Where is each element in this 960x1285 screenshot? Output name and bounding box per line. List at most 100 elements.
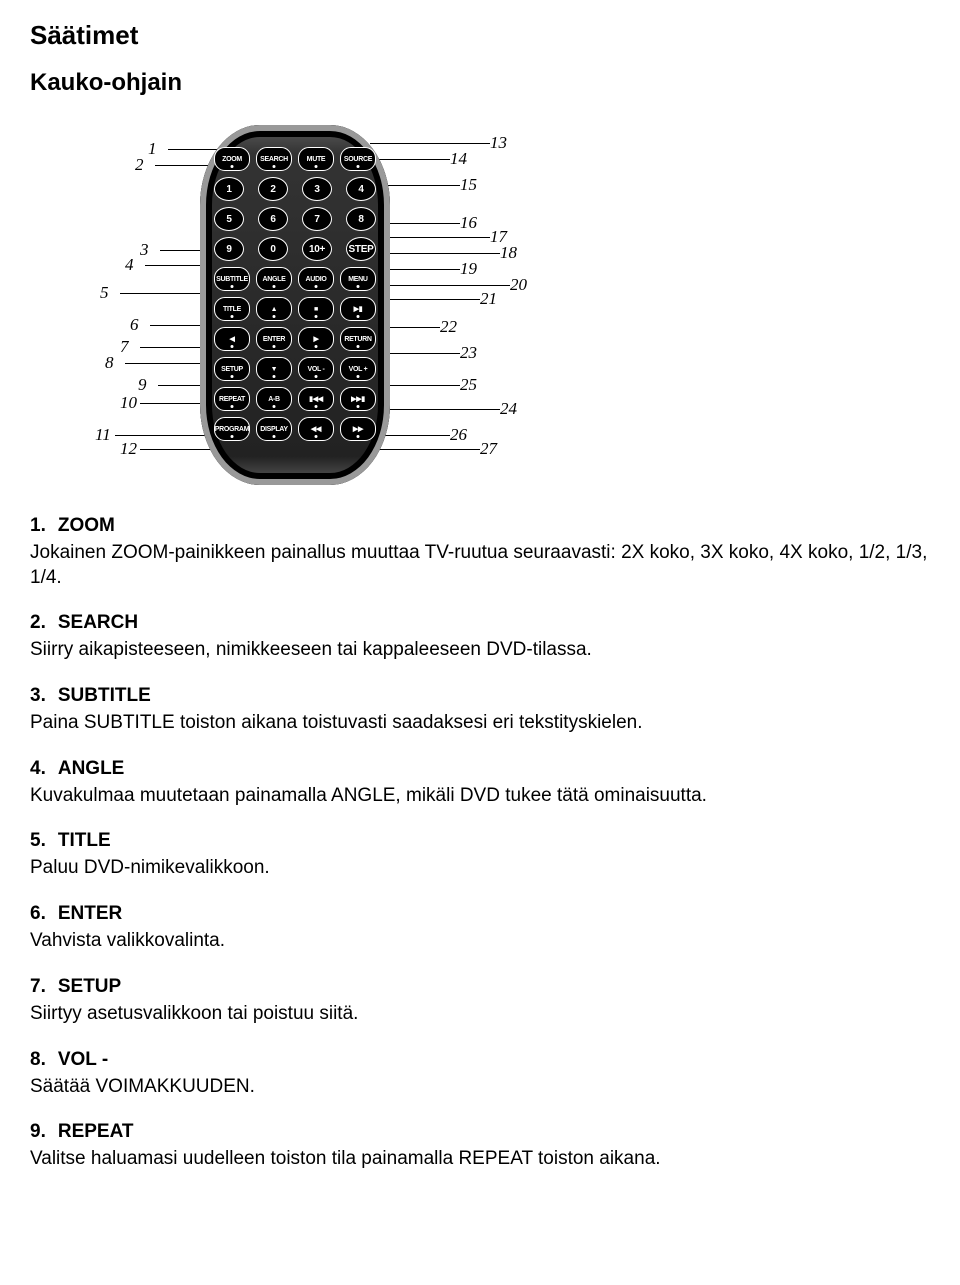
entry-3: 3.SUBTITLEPaina SUBTITLE toiston aikana … xyxy=(30,685,930,736)
entry-description: Siirtyy asetusvalikkoon tai poistuu siit… xyxy=(30,1002,930,1027)
entry-2: 2. SEARCH Siirry aikapisteeseen, nimikkees… xyxy=(30,612,930,663)
remote-btn-7-0: SETUP xyxy=(214,357,250,381)
remote-body: ZOOMSEARCHMUTESOURCE123456789010+STEPSUB… xyxy=(200,125,390,485)
entry-description: Vahvista valikkovalinta. xyxy=(30,929,930,954)
remote-btn-5-3: ▶▮ xyxy=(340,297,376,321)
remote-btn-9-2: ◀◀ xyxy=(298,417,334,441)
entry-number: 5. xyxy=(30,830,46,851)
remote-btn-3-1: 0 xyxy=(258,237,288,261)
callout-right-20: 20 xyxy=(510,275,527,295)
callout-right-15: 15 xyxy=(460,175,477,195)
entry-number: 4. xyxy=(30,758,46,779)
entry-name: ZOOM xyxy=(58,515,115,536)
entry-number: 2. xyxy=(30,612,46,633)
entry-9: 9. REPEAT Valitse haluamasi uudelleen tois… xyxy=(30,1121,930,1172)
entry-name: SEARCH xyxy=(58,612,138,633)
remote-btn-2-2: 7 xyxy=(302,207,332,231)
callout-left-8: 8 xyxy=(105,353,114,373)
entry-name: REPEAT xyxy=(58,1121,134,1142)
callout-left-1: 1 xyxy=(148,139,157,159)
entry-number: 7. xyxy=(30,976,46,997)
callout-right-21: 21 xyxy=(480,289,497,309)
remote-btn-9-1: DISPLAY xyxy=(256,417,292,441)
remote-btn-3-3: STEP xyxy=(346,237,376,261)
callout-right-13: 13 xyxy=(490,133,507,153)
callout-right-14: 14 xyxy=(450,149,467,169)
entry-6: 6. ENTER Vahvista valikkovalinta. xyxy=(30,903,930,954)
remote-btn-0-2: MUTE xyxy=(298,147,334,171)
entry-name: SETUP xyxy=(58,976,121,997)
remote-btn-0-1: SEARCH xyxy=(256,147,292,171)
entry-number: 6. xyxy=(30,903,46,924)
remote-btn-4-3: MENU xyxy=(340,267,376,291)
remote-btn-1-3: 4 xyxy=(346,177,376,201)
callout-left-10: 10 xyxy=(120,393,137,413)
entry-7: 7. SETUP Siirtyy asetusvalikkoon tai poist… xyxy=(30,976,930,1027)
entry-4: 4. ANGLE Kuvakulmaa muutetaan painamalla A… xyxy=(30,758,930,809)
remote-btn-1-1: 2 xyxy=(258,177,288,201)
remote-btn-6-0: ◀ xyxy=(214,327,250,351)
callout-left-11: 11 xyxy=(95,425,111,445)
entry-number: 9. xyxy=(30,1121,46,1142)
callout-right-19: 19 xyxy=(460,259,477,279)
callout-left-12: 12 xyxy=(120,439,137,459)
entry-description: Kuvakulmaa muutetaan painamalla ANGLE, m… xyxy=(30,784,930,809)
entry-description: Jokainen ZOOM-painikkeen painallus muutt… xyxy=(30,541,930,590)
remote-btn-6-3: RETURN xyxy=(340,327,376,351)
remote-btn-6-2: ▶ xyxy=(298,327,334,351)
remote-btn-4-0: SUBTITLE xyxy=(214,267,250,291)
remote-btn-2-3: 8 xyxy=(346,207,376,231)
remote-btn-3-2: 10+ xyxy=(302,237,332,261)
entry-description: Valitse haluamasi uudelleen toiston tila… xyxy=(30,1147,930,1172)
callout-left-7: 7 xyxy=(120,337,129,357)
callout-right-25: 25 xyxy=(460,375,477,395)
entry-description: Paluu DVD-nimikevalikkoon. xyxy=(30,856,930,881)
callout-left-2: 2 xyxy=(135,155,144,175)
remote-btn-2-1: 6 xyxy=(258,207,288,231)
entry-8: 8. VOL - Säätää VOIMAKKUUDEN. xyxy=(30,1049,930,1100)
entry-name: TITLE xyxy=(58,830,111,851)
callout-left-5: 5 xyxy=(100,283,109,303)
remote-btn-5-0: TITLE xyxy=(214,297,250,321)
entry-number: 8. xyxy=(30,1049,46,1070)
entry-name: VOL - xyxy=(58,1049,108,1070)
entry-description: Siirry aikapisteeseen, nimikkeeseen tai … xyxy=(30,638,930,663)
remote-btn-8-3: ▶▶▮ xyxy=(340,387,376,411)
entry-description: Säätää VOIMAKKUUDEN. xyxy=(30,1075,930,1100)
remote-btn-7-1: ▼ xyxy=(256,357,292,381)
remote-diagram: 123456789101112 131415161718192021222325… xyxy=(40,125,580,485)
callout-right-22: 22 xyxy=(440,317,457,337)
remote-btn-5-2: ■ xyxy=(298,297,334,321)
remote-btn-8-2: ▮◀◀ xyxy=(298,387,334,411)
callout-right-23: 23 xyxy=(460,343,477,363)
callout-left-3: 3 xyxy=(140,240,149,260)
entry-name: ENTER xyxy=(58,903,122,924)
entry-name: ANGLE xyxy=(58,758,125,779)
remote-btn-0-0: ZOOM xyxy=(214,147,250,171)
remote-btn-9-0: PROGRAM xyxy=(214,417,250,441)
remote-btn-4-2: AUDIO xyxy=(298,267,334,291)
remote-btn-8-1: A-B xyxy=(256,387,292,411)
remote-btn-0-3: SOURCE xyxy=(340,147,376,171)
entry-description: Paina SUBTITLE toiston aikana toistuvast… xyxy=(30,711,930,736)
remote-btn-1-2: 3 xyxy=(302,177,332,201)
remote-btn-7-2: VOL - xyxy=(298,357,334,381)
remote-btn-7-3: VOL + xyxy=(340,357,376,381)
section-title: Kauko-ohjain xyxy=(30,69,930,97)
remote-btn-4-1: ANGLE xyxy=(256,267,292,291)
remote-btn-6-1: ENTER xyxy=(256,327,292,351)
entry-number: 1. xyxy=(30,515,46,536)
callout-right-24: 24 xyxy=(500,399,517,419)
callout-right-27: 27 xyxy=(480,439,497,459)
entry-number: 3. xyxy=(30,685,46,706)
remote-btn-9-3: ▶▶ xyxy=(340,417,376,441)
callout-right-26: 26 xyxy=(450,425,467,445)
page-title: Säätimet xyxy=(30,20,930,51)
remote-btn-5-1: ▲ xyxy=(256,297,292,321)
callout-right-16: 16 xyxy=(460,213,477,233)
remote-btn-1-0: 1 xyxy=(214,177,244,201)
callout-left-4: 4 xyxy=(125,255,134,275)
remote-btn-8-0: REPEAT xyxy=(214,387,250,411)
callout-left-6: 6 xyxy=(130,315,139,335)
entry-1: 1. ZOOM Jokainen ZOOM-painikkeen painallus… xyxy=(30,515,930,590)
